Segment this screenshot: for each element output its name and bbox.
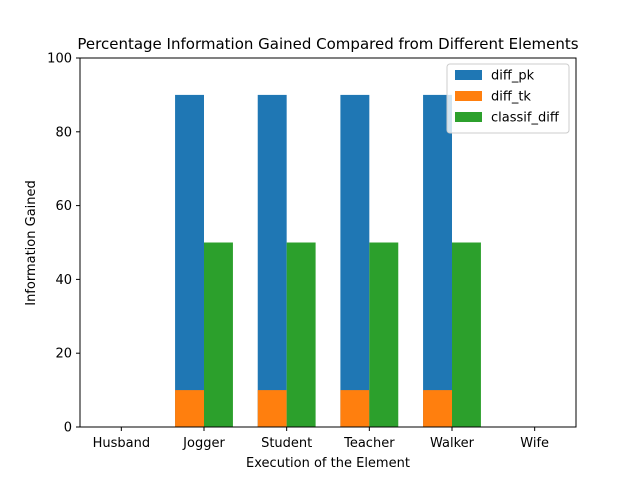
- x-tick-label: Jogger: [182, 436, 225, 451]
- bar-classif_diff-student: [286, 242, 316, 427]
- bar-diff_pk-walker: [423, 94, 452, 428]
- y-tick-label: 20: [55, 347, 72, 362]
- legend-swatch-diff_tk: [455, 91, 482, 101]
- y-tick-label: 100: [47, 52, 72, 67]
- bar-classif_diff-walker: [452, 242, 481, 427]
- y-tick-label: 60: [55, 199, 72, 214]
- y-tick-label: 0: [64, 421, 72, 436]
- x-tick-label: Husband: [93, 436, 151, 451]
- x-axis-label: Execution of the Element: [246, 456, 410, 471]
- bar-diff_tk-teacher: [340, 390, 370, 427]
- legend-label-diff_tk: diff_tk: [491, 90, 531, 105]
- legend-swatch-classif_diff: [455, 112, 482, 122]
- x-axis-ticks: Husband Jogger Student Teacher Walker Wife: [93, 427, 549, 451]
- plot-area-frame: [79, 57, 577, 428]
- legend: diff_pk diff_tk classif_diff: [446, 63, 570, 134]
- bar-classif_diff-jogger: [204, 242, 233, 427]
- chart-title: Percentage Information Gained Compared f…: [77, 35, 578, 53]
- y-tick-label: 40: [55, 273, 72, 288]
- y-tick-label: 80: [55, 125, 72, 140]
- legend-swatch-diff_pk: [455, 70, 482, 80]
- legend-label-classif_diff: classif_diff: [491, 111, 560, 126]
- bar-classif_diff-teacher: [369, 242, 399, 427]
- bar-diff_tk-walker: [423, 390, 452, 427]
- x-tick-label: Student: [261, 436, 312, 451]
- bar-diff_pk-student: [257, 94, 287, 428]
- bar-diff_tk-jogger: [175, 390, 204, 427]
- legend-label-diff_pk: diff_pk: [491, 69, 535, 84]
- bars-layer: [175, 94, 481, 428]
- x-tick-label: Teacher: [343, 436, 395, 451]
- y-axis-ticks: 0 20 40 60 80 100: [47, 52, 80, 436]
- bar-diff_tk-student: [257, 390, 287, 427]
- x-tick-label: Wife: [520, 436, 549, 451]
- y-axis-label: Information Gained: [24, 180, 39, 306]
- bar-diff_pk-teacher: [340, 94, 370, 428]
- bar-diff_pk-jogger: [175, 94, 204, 428]
- x-tick-label: Walker: [430, 436, 475, 451]
